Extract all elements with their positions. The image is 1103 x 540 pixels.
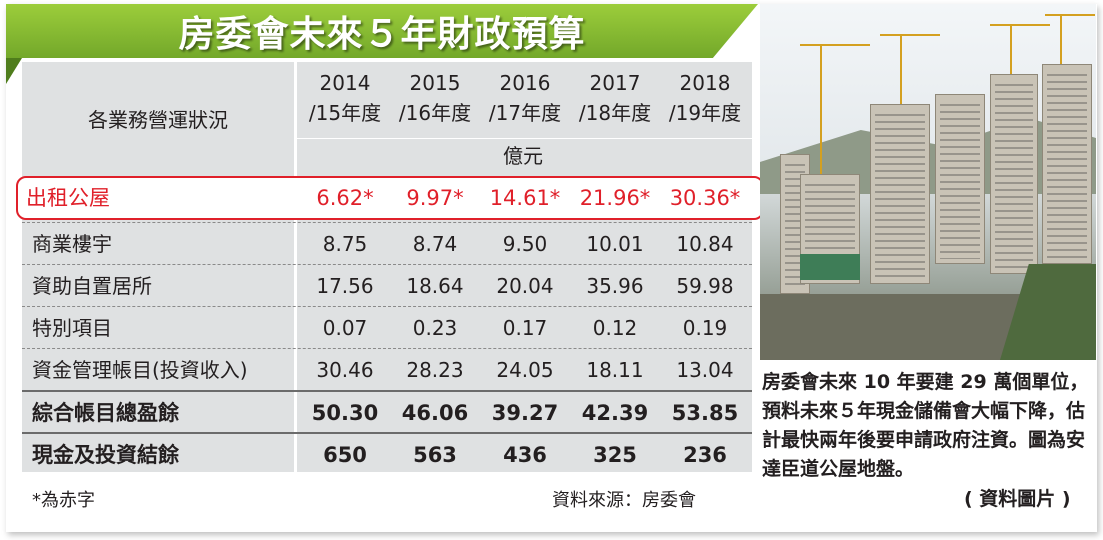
row-value: 50.30 bbox=[311, 401, 379, 425]
row-label: 現金及投資結餘 bbox=[32, 443, 179, 467]
photo-slope bbox=[1000, 264, 1096, 360]
row-value: 30.46 bbox=[316, 358, 374, 382]
year-start: 2018 bbox=[679, 71, 731, 95]
row-value: 0.07 bbox=[322, 316, 368, 340]
header-label: 各業務營運狀況 bbox=[88, 107, 228, 132]
row-value: 8.74 bbox=[412, 232, 458, 256]
photo-safety-net bbox=[800, 254, 860, 280]
year-span: /17年度 bbox=[488, 101, 562, 125]
year-span: /19年度 bbox=[668, 101, 742, 125]
row-value: 17.56 bbox=[316, 274, 374, 298]
row-value: 0.12 bbox=[592, 316, 638, 340]
year-start: 2016 bbox=[499, 71, 551, 95]
row-value: 59.98 bbox=[676, 274, 734, 298]
photo-crane bbox=[820, 44, 822, 174]
year-start: 2015 bbox=[409, 71, 461, 95]
row-label: 綜合帳目總盈餘 bbox=[32, 401, 179, 425]
photo-tower bbox=[870, 104, 930, 284]
highlight-value: 9.97* bbox=[406, 186, 464, 210]
photo-tower bbox=[935, 94, 985, 264]
year-column-header: 2017 /18年度 bbox=[570, 68, 660, 134]
photo-crane-arm bbox=[800, 44, 870, 46]
row-value: 563 bbox=[413, 443, 457, 467]
table-row: 資金管理帳目(投資收入) 30.46 28.23 24.05 18.11 13.… bbox=[22, 348, 752, 390]
year-column-header: 2014 /15年度 bbox=[300, 68, 390, 134]
year-column-header: 2015 /16年度 bbox=[390, 68, 480, 134]
row-value: 28.23 bbox=[406, 358, 464, 382]
row-value: 10.84 bbox=[676, 232, 734, 256]
row-value: 18.11 bbox=[586, 358, 644, 382]
footnote: *為赤字 bbox=[32, 490, 95, 511]
highlight-value: 6.62* bbox=[316, 186, 374, 210]
table-row: 資助自置居所 17.56 18.64 20.04 35.96 59.98 bbox=[22, 264, 752, 306]
column-separator bbox=[294, 62, 297, 472]
highlight-value: 21.96* bbox=[579, 186, 651, 210]
row-value: 0.23 bbox=[412, 316, 458, 340]
title-banner-fold bbox=[6, 58, 22, 84]
table-header: 各業務營運狀況 2014 /15年度 2015 /16年度 2016 /17年度… bbox=[22, 62, 752, 174]
row-value: 436 bbox=[503, 443, 547, 467]
row-value: 39.27 bbox=[491, 401, 559, 425]
year-start: 2017 bbox=[589, 71, 641, 95]
photo-crane bbox=[900, 34, 902, 104]
table-row-balance: 現金及投資結餘 650 563 436 325 236 bbox=[22, 432, 752, 474]
year-column-header: 2016 /17年度 bbox=[480, 68, 570, 134]
row-value: 236 bbox=[683, 443, 727, 467]
row-label: 商業樓宇 bbox=[32, 232, 112, 256]
table-row: 商業樓宇 8.75 8.74 9.50 10.01 10.84 bbox=[22, 222, 752, 264]
row-value: 13.04 bbox=[676, 358, 734, 382]
row-value: 53.85 bbox=[671, 401, 739, 425]
photo-tower bbox=[1042, 64, 1092, 264]
photo-caption-source: ( 資料圖片 ) bbox=[964, 488, 1071, 510]
photo-crane-arm bbox=[990, 24, 1050, 26]
photo-crane-arm bbox=[880, 34, 940, 36]
unit-label: 億元 bbox=[503, 144, 543, 168]
row-label: 資助自置居所 bbox=[32, 274, 152, 298]
table-row-total: 綜合帳目總盈餘 50.30 46.06 39.27 42.39 53.85 bbox=[22, 390, 752, 432]
highlight-value: 14.61* bbox=[489, 186, 561, 210]
infographic-title: 房委會未來５年財政預算 bbox=[178, 14, 586, 55]
year-column-header: 2018 /19年度 bbox=[660, 68, 750, 134]
row-value: 20.04 bbox=[496, 274, 554, 298]
row-label: 資金管理帳目(投資收入) bbox=[32, 358, 248, 382]
highlight-value: 30.36* bbox=[669, 186, 741, 210]
data-source: 資料來源：房委會 bbox=[552, 490, 696, 511]
photo-crane-arm bbox=[1045, 14, 1095, 16]
photo-caption: 房委會未來 10 年要建 29 萬個單位，預料未來５年現金儲備會大幅下降，估計最… bbox=[762, 371, 1089, 480]
construction-site-photo bbox=[760, 4, 1096, 360]
row-value: 42.39 bbox=[581, 401, 649, 425]
year-span: /18年度 bbox=[578, 101, 652, 125]
header-divider bbox=[294, 138, 752, 139]
year-span: /16年度 bbox=[398, 101, 472, 125]
row-value: 0.17 bbox=[502, 316, 548, 340]
row-value: 24.05 bbox=[496, 358, 554, 382]
row-label: 特別項目 bbox=[32, 316, 112, 340]
row-value: 10.01 bbox=[586, 232, 644, 256]
budget-table: 各業務營運狀況 2014 /15年度 2015 /16年度 2016 /17年度… bbox=[22, 62, 752, 472]
title-banner bbox=[6, 4, 758, 58]
row-value: 18.64 bbox=[406, 274, 464, 298]
year-start: 2014 bbox=[319, 71, 371, 95]
row-value: 46.06 bbox=[401, 401, 469, 425]
photo-crane bbox=[1060, 14, 1062, 64]
photo-crane bbox=[1010, 24, 1012, 74]
row-value: 9.50 bbox=[502, 232, 548, 256]
year-span: /15年度 bbox=[308, 101, 382, 125]
table-row: 特別項目 0.07 0.23 0.17 0.12 0.19 bbox=[22, 306, 752, 348]
highlight-row-public-rental: 出租公屋 6.62* 9.97* 14.61* 21.96* 30.36* bbox=[16, 176, 764, 220]
photo-tower bbox=[990, 74, 1038, 274]
row-value: 650 bbox=[323, 443, 367, 467]
row-value: 8.75 bbox=[322, 232, 368, 256]
row-value: 0.19 bbox=[682, 316, 728, 340]
highlight-label: 出租公屋 bbox=[26, 186, 110, 210]
row-value: 325 bbox=[593, 443, 637, 467]
row-value: 35.96 bbox=[586, 274, 644, 298]
